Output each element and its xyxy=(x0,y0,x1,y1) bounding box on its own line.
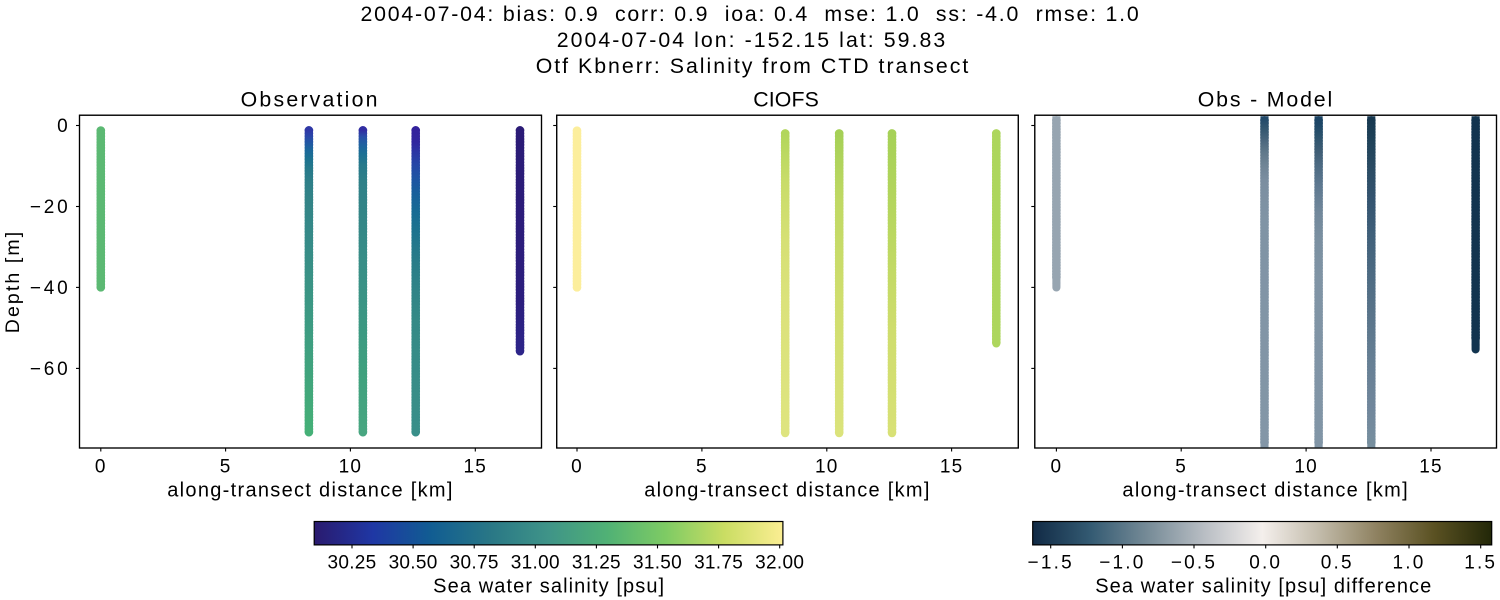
svg-text:15: 15 xyxy=(464,457,488,478)
svg-text:1.5: 1.5 xyxy=(1464,553,1497,574)
svg-text:15: 15 xyxy=(940,457,964,478)
svg-text:30.25: 30.25 xyxy=(327,553,376,574)
svg-text:Sea water salinity [psu] diffe: Sea water salinity [psu] difference xyxy=(1095,576,1432,598)
svg-text:along-transect distance [km]: along-transect distance [km] xyxy=(1122,480,1409,502)
svg-text:5: 5 xyxy=(696,457,708,478)
svg-text:10: 10 xyxy=(1294,457,1318,478)
svg-text:30.50: 30.50 xyxy=(389,553,438,574)
svg-text:5: 5 xyxy=(1175,457,1187,478)
svg-text:31.75: 31.75 xyxy=(694,553,743,574)
svg-text:0: 0 xyxy=(57,116,70,137)
svg-text:31.00: 31.00 xyxy=(511,553,560,574)
svg-text:along-transect distance [km]: along-transect distance [km] xyxy=(167,480,454,502)
svg-text:10: 10 xyxy=(339,457,363,478)
svg-text:31.50: 31.50 xyxy=(633,553,682,574)
svg-text:31.25: 31.25 xyxy=(572,553,621,574)
svg-text:2004-07-04 lon: -152.15 lat: 5: 2004-07-04 lon: -152.15 lat: 59.83 xyxy=(557,28,948,52)
svg-text:−40: −40 xyxy=(30,278,71,299)
svg-text:0.0: 0.0 xyxy=(1249,553,1282,574)
svg-text:Obs - Model: Obs - Model xyxy=(1198,87,1334,111)
svg-text:0: 0 xyxy=(571,457,583,478)
svg-text:Sea water salinity [psu]: Sea water salinity [psu] xyxy=(433,576,665,598)
svg-text:5: 5 xyxy=(220,457,232,478)
svg-text:−20: −20 xyxy=(30,197,71,218)
svg-text:15: 15 xyxy=(1419,457,1443,478)
svg-text:10: 10 xyxy=(815,457,839,478)
svg-text:32.00: 32.00 xyxy=(755,553,804,574)
svg-text:−0.5: −0.5 xyxy=(1171,553,1217,574)
svg-text:Otf Kbnerr: Salinity from CTD: Otf Kbnerr: Salinity from CTD transect xyxy=(536,54,971,78)
svg-text:30.75: 30.75 xyxy=(450,553,499,574)
svg-text:0: 0 xyxy=(95,457,107,478)
svg-text:0: 0 xyxy=(1051,457,1063,478)
svg-text:−1.0: −1.0 xyxy=(1099,553,1145,574)
svg-text:−60: −60 xyxy=(30,359,71,380)
svg-text:Observation: Observation xyxy=(241,87,380,111)
svg-text:CIOFS: CIOFS xyxy=(753,87,819,111)
svg-text:0.5: 0.5 xyxy=(1321,553,1354,574)
svg-text:1.0: 1.0 xyxy=(1392,553,1425,574)
svg-text:Depth [m]: Depth [m] xyxy=(2,230,24,333)
svg-text:along-transect distance [km]: along-transect distance [km] xyxy=(644,480,931,502)
svg-text:−1.5: −1.5 xyxy=(1028,553,1074,574)
svg-text:2004-07-04: bias: 0.9 corr: 0: 2004-07-04: bias: 0.9 corr: 0.9 ioa: 0.4… xyxy=(360,2,1140,26)
